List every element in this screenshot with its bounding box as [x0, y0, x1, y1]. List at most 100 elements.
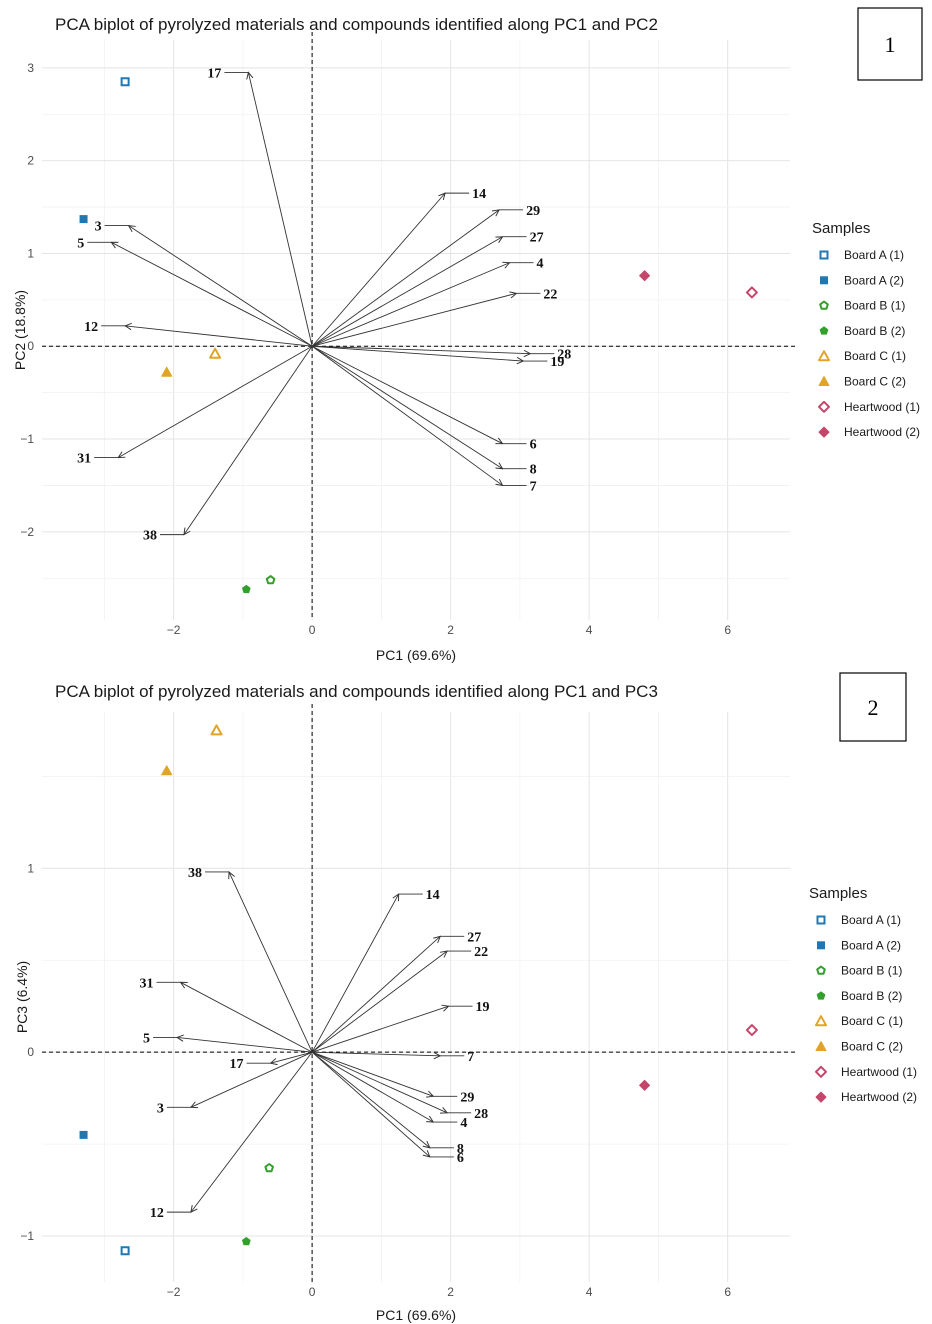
sample-point	[264, 1163, 274, 1173]
loading-label: 4	[460, 1116, 467, 1131]
panel-number-box	[857, 7, 923, 81]
loading-arrow	[311, 951, 447, 1053]
loading-arrow	[184, 345, 313, 534]
y-tick-label: 1	[27, 861, 34, 875]
x-tick-label: 2	[447, 1285, 454, 1299]
loading-arrow	[311, 1051, 433, 1122]
loading-arrow	[311, 263, 509, 347]
loading-label: 19	[550, 355, 564, 370]
loading-label: 12	[150, 1206, 164, 1221]
loading-arrow	[312, 345, 523, 361]
legend-entry-label: Board A (1)	[844, 248, 904, 262]
loading-label: 28	[474, 1107, 488, 1122]
loading-arrow	[229, 872, 313, 1053]
legend-key	[818, 350, 830, 362]
panel-number: 2	[868, 695, 879, 720]
legend-key	[815, 1041, 827, 1051]
loading-arrow	[191, 1051, 313, 1107]
loading-label: 38	[188, 866, 202, 881]
legend-entry-label: Board C (2)	[841, 1040, 903, 1054]
sample-point	[161, 765, 173, 776]
legend-entry-label: Heartwood (2)	[844, 425, 920, 439]
sample-point	[265, 575, 276, 585]
sample-point	[79, 1130, 88, 1139]
x-tick-label: 4	[586, 1285, 593, 1299]
loading-arrow	[311, 1006, 448, 1053]
loading-arrow	[312, 1051, 440, 1056]
legend-entry-label: Board B (2)	[841, 989, 902, 1003]
loading-arrow	[125, 326, 313, 347]
loading-label: 22	[474, 945, 488, 960]
x-tick-label: 0	[309, 1285, 316, 1299]
x-axis-label: PC1 (69.6%)	[376, 1307, 456, 1323]
legend-entry-label: Board C (2)	[844, 375, 906, 389]
legend-key	[818, 376, 830, 386]
loading-arrow	[311, 210, 499, 347]
loading-label: 3	[157, 1101, 164, 1116]
loading-arrow	[311, 1051, 430, 1148]
y-axis-label: PC2 (18.8%)	[12, 290, 28, 370]
x-tick-label: 4	[586, 623, 593, 637]
legend: Samples Board A (1) Board A (2) Board B (1)…	[809, 885, 917, 1104]
sample-point	[639, 270, 651, 282]
loading-arrow	[129, 226, 313, 347]
loading-arrow	[311, 345, 502, 443]
loading-arrow	[311, 345, 502, 485]
loading-arrow	[118, 345, 313, 457]
legend-key	[819, 250, 829, 260]
loading-arrow	[311, 894, 399, 1053]
loading-label: 14	[472, 187, 486, 202]
y-tick-label: 2	[27, 154, 34, 168]
legend: Samples Board A (1) Board A (2) Board B (1)…	[812, 220, 920, 439]
x-axis-label: PC1 (69.6%)	[376, 647, 456, 663]
loading-label: 14	[426, 888, 440, 903]
loading-arrow	[311, 1051, 447, 1113]
loading-label: 27	[530, 231, 544, 246]
legend-entry-label: Board B (1)	[841, 964, 902, 978]
x-tick-label: 6	[724, 623, 731, 637]
legend-title: Samples	[809, 885, 867, 902]
loading-label: 38	[143, 529, 157, 544]
x-tick-label: −2	[167, 1285, 181, 1299]
y-tick-label: 0	[27, 1045, 34, 1059]
loading-arrow	[181, 982, 313, 1053]
legend-entry-label: Board C (1)	[844, 349, 906, 363]
loading-label: 22	[543, 287, 557, 302]
legend-key	[815, 1065, 827, 1078]
legend-key	[816, 965, 826, 975]
legend-key	[819, 326, 829, 335]
loading-arrow	[311, 345, 502, 468]
legend-entry-label: Board A (2)	[841, 938, 901, 952]
loading-label: 8	[457, 1142, 464, 1157]
loading-label: 31	[77, 452, 91, 467]
loading-label: 17	[207, 66, 221, 81]
loading-label: 19	[476, 1000, 490, 1015]
panel-number-box	[839, 672, 907, 742]
legend-entry-label: Heartwood (2)	[841, 1090, 917, 1104]
legend-entry-label: Board B (1)	[844, 299, 905, 313]
legend-key	[815, 1091, 827, 1103]
sample-point	[120, 1246, 130, 1256]
loading-label: 5	[143, 1031, 150, 1046]
loading-arrow	[311, 1051, 430, 1157]
sample-point	[639, 1079, 651, 1091]
sample-point	[210, 724, 223, 736]
loading-arrow	[311, 936, 440, 1053]
legend-key	[820, 276, 828, 285]
loading-label: 29	[460, 1090, 474, 1105]
chart-title: PCA biplot of pyrolyzed materials and co…	[55, 15, 658, 34]
legend-key	[816, 991, 826, 1000]
sample-point	[161, 366, 173, 377]
legend-key	[819, 300, 829, 310]
legend-key	[817, 941, 825, 950]
loading-label: 6	[530, 438, 537, 453]
y-tick-label: 3	[27, 61, 34, 75]
y-tick-label: −1	[20, 432, 34, 446]
legend-key	[816, 915, 826, 925]
legend-entry-label: Board A (2)	[844, 273, 904, 287]
legend-entry-label: Heartwood (1)	[844, 400, 920, 414]
sample-point	[745, 1024, 758, 1037]
loading-label: 5	[77, 236, 84, 251]
